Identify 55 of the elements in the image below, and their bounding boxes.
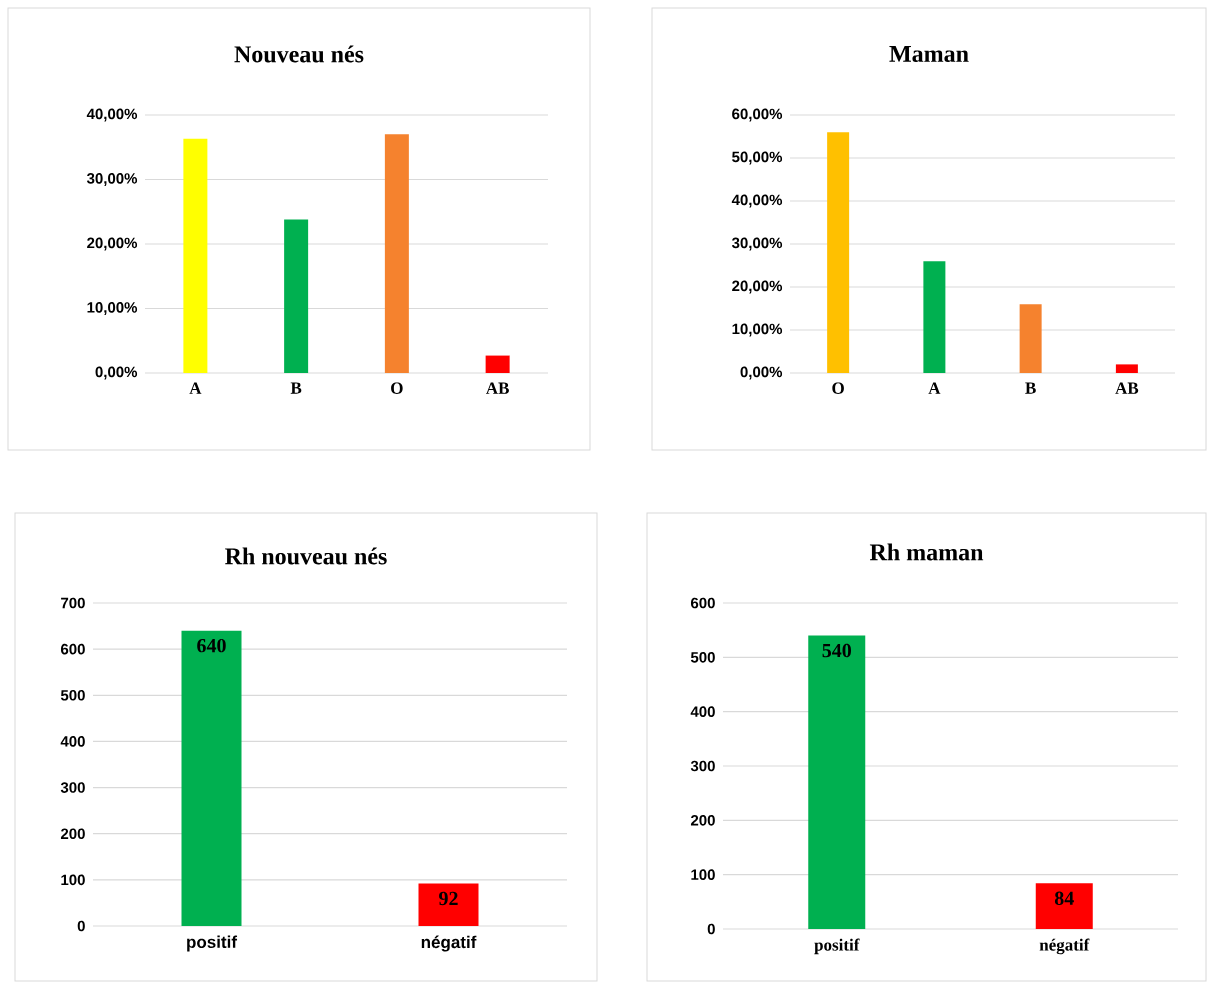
x-tick-label: AB xyxy=(1115,382,1139,394)
x-tick-label: négatif xyxy=(421,935,477,952)
bar xyxy=(284,219,309,373)
x-tick-label: O xyxy=(391,382,403,394)
y-tick-label: 40,00% xyxy=(731,194,783,208)
y-tick-label: 0,00% xyxy=(95,366,138,380)
y-tick-label: 30,00% xyxy=(731,237,783,251)
y-tick-label: 50,00% xyxy=(732,151,783,165)
y-tick-label: 200 xyxy=(60,828,85,840)
y-tick-label: 0,00% xyxy=(740,366,783,380)
y-tick-label: 10,00% xyxy=(87,302,138,315)
bar xyxy=(384,134,409,373)
data-label: 92 xyxy=(439,891,458,906)
y-tick-label: 0 xyxy=(77,920,85,932)
y-tick-label: 300 xyxy=(60,782,85,793)
y-tick-label: 700 xyxy=(61,597,85,609)
y-tick-label: 100 xyxy=(61,874,85,886)
y-tick-label: 500 xyxy=(690,652,715,663)
chart-title: Rh nouveau nés xyxy=(225,547,387,565)
chart-title: Rh maman xyxy=(869,543,984,561)
bar xyxy=(183,138,208,373)
y-tick-label: 200 xyxy=(690,815,715,826)
y-tick-label: 20,00% xyxy=(732,280,783,294)
chart-title: Nouveau nés xyxy=(234,45,364,63)
y-tick-label: 10,00% xyxy=(732,323,783,337)
bar xyxy=(827,132,850,373)
y-tick-label: 500 xyxy=(60,689,85,701)
x-tick-label: A xyxy=(189,382,202,394)
bar xyxy=(1115,364,1138,373)
y-tick-label: 300 xyxy=(690,760,715,772)
x-tick-label: A xyxy=(928,382,941,394)
chart-title: Maman xyxy=(889,46,969,62)
y-tick-label: 30,00% xyxy=(86,173,138,186)
data-label: 84 xyxy=(1054,891,1074,906)
data-label: 540 xyxy=(822,643,851,658)
x-tick-label: positif xyxy=(187,935,238,952)
y-tick-label: 600 xyxy=(691,597,715,609)
y-tick-label: 20,00% xyxy=(87,237,138,251)
y-tick-label: 0 xyxy=(707,923,715,935)
bar xyxy=(923,261,946,373)
bar xyxy=(485,355,510,373)
y-tick-label: 600 xyxy=(60,643,85,655)
bar xyxy=(1019,304,1042,373)
y-tick-label: 60,00% xyxy=(732,108,783,122)
x-tick-label: B xyxy=(290,382,302,394)
x-tick-label: B xyxy=(1025,382,1036,394)
y-tick-label: 40,00% xyxy=(86,108,138,122)
x-tick-label: positif xyxy=(814,938,860,955)
y-tick-label: 400 xyxy=(690,706,715,717)
x-tick-label: AB xyxy=(485,382,509,394)
y-tick-label: 400 xyxy=(60,736,85,747)
x-tick-label: O xyxy=(832,382,844,394)
x-tick-label: négatif xyxy=(1039,938,1090,955)
data-label: 640 xyxy=(197,638,226,653)
y-tick-label: 100 xyxy=(691,869,715,880)
